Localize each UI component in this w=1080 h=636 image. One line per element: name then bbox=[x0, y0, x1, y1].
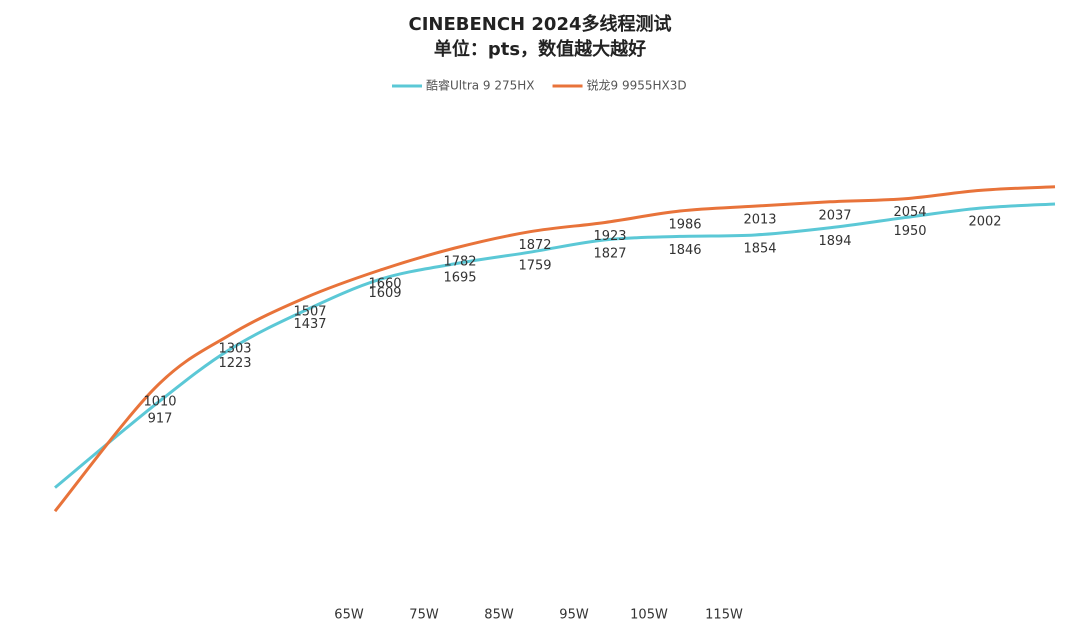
data-label: 1437 bbox=[293, 317, 326, 332]
data-label: 1223 bbox=[218, 356, 251, 371]
data-label: 1010 bbox=[143, 394, 176, 409]
data-label: 1872 bbox=[518, 238, 551, 253]
legend-label: 锐龙9 9955HX3D bbox=[587, 79, 687, 93]
data-label: 2002 bbox=[968, 215, 1001, 230]
data-label: 1950 bbox=[893, 224, 926, 239]
x-tick-label: 65W bbox=[334, 608, 364, 623]
data-label: 2013 bbox=[743, 213, 776, 228]
x-tick-label: 75W bbox=[409, 608, 439, 623]
data-label: 1303 bbox=[218, 341, 251, 356]
data-label: 2037 bbox=[818, 208, 851, 223]
data-label: 1986 bbox=[668, 218, 701, 233]
series-line bbox=[54, 202, 1056, 489]
data-label: 2054 bbox=[893, 205, 926, 220]
x-tick-label: 105W bbox=[630, 608, 668, 623]
data-label: 1759 bbox=[518, 259, 551, 274]
data-label: 1854 bbox=[743, 241, 776, 256]
x-tick-label: 95W bbox=[559, 608, 589, 623]
data-label: 1827 bbox=[593, 246, 626, 261]
data-label: 1660 bbox=[368, 277, 401, 292]
legend-label: 酷睿Ultra 9 275HX bbox=[426, 78, 535, 93]
chart-title: CINEBENCH 2024多线程测试 bbox=[409, 13, 672, 35]
chart-subtitle: 单位：pts，数值越大越好 bbox=[434, 38, 646, 60]
data-label: 917 bbox=[148, 411, 173, 426]
data-label: 1507 bbox=[293, 304, 326, 319]
x-tick-label: 85W bbox=[484, 608, 514, 623]
data-label: 1782 bbox=[443, 255, 476, 270]
data-label: 1846 bbox=[668, 243, 701, 258]
x-tick-label: 115W bbox=[705, 608, 743, 623]
data-label: 1923 bbox=[593, 229, 626, 244]
series-line bbox=[53, 185, 1056, 513]
data-label: 1894 bbox=[818, 234, 851, 249]
data-label: 1695 bbox=[443, 270, 476, 285]
data-label: 1609 bbox=[368, 286, 401, 301]
